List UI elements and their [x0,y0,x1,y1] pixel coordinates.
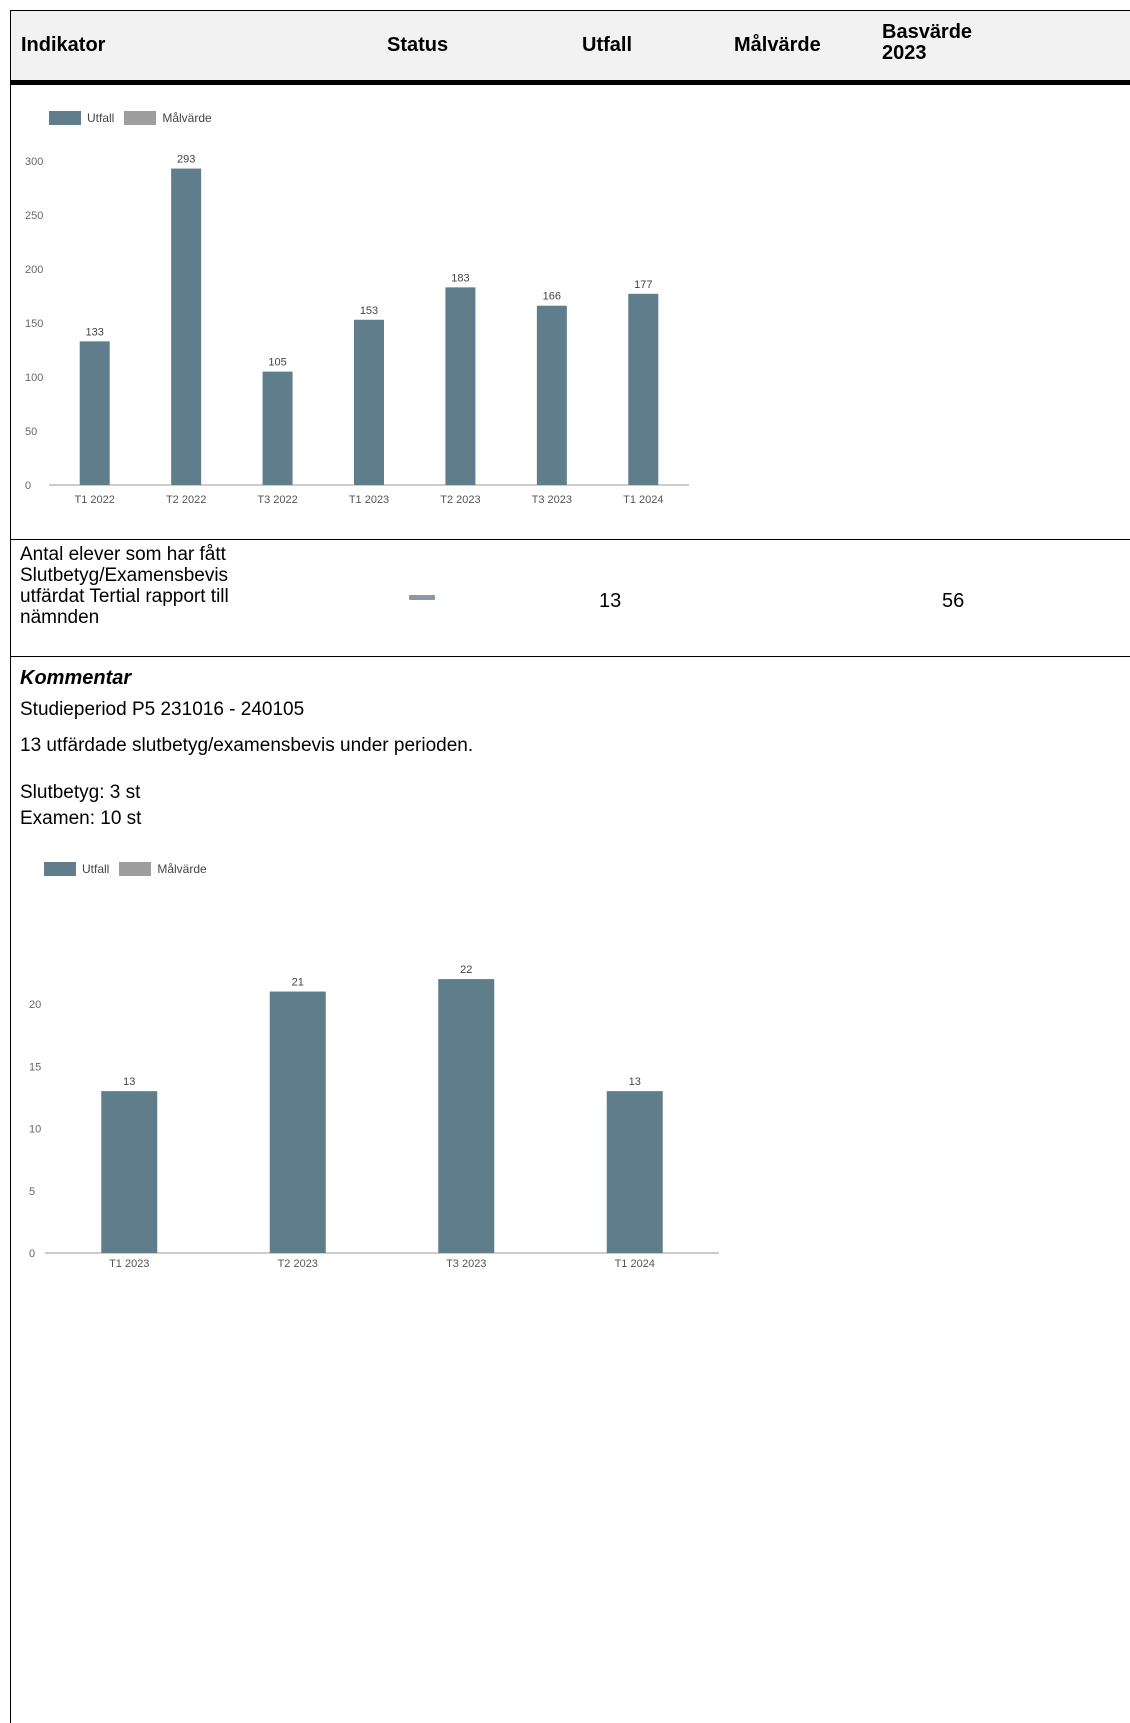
x-tick-label: T3 2023 [532,494,572,506]
data-label: 153 [360,305,378,317]
data-label: 183 [451,272,469,284]
data-label: 13 [629,1076,641,1088]
x-tick-label: T1 2024 [623,494,663,506]
comment-line: Slutbetyg: 3 st [20,782,141,803]
data-label: 22 [460,964,472,976]
y-tick-label: 5 [29,1186,35,1198]
indicator-line: utfärdat Tertial rapport till [20,586,229,607]
bar [438,979,495,1253]
bar [262,371,293,485]
header-status: Status [387,34,449,56]
bar [171,168,202,485]
y-tick-label: 50 [25,426,37,438]
legend-label-malvarde: Målvärde [157,862,207,876]
x-tick-label: T3 2022 [257,494,297,506]
bar [269,991,326,1253]
bar [354,319,384,485]
legend-label-utfall: Utfall [87,111,115,125]
basvarde-value: 56 [942,590,965,612]
chart1-svg: 0 50 100 150 200 250 300 133 T1 2022 293 T2 2022 10… [25,154,689,506]
comment-title: Kommentar [20,667,132,689]
data-label: 177 [634,279,652,291]
header-utfall: Utfall [582,34,632,56]
bar [536,305,567,485]
indicator-line: Antal elever som har fått [20,544,226,565]
comment-line: Studieperiod P5 231016 - 240105 [20,699,305,720]
x-tick-label: T1 2022 [75,494,115,506]
indicator-line: Slutbetyg/Examensbevis [20,565,229,586]
data-label: 133 [86,326,104,338]
legend-swatch-utfall [44,862,76,876]
y-tick-label: 250 [25,210,43,222]
data-label: 293 [177,154,195,166]
x-tick-label: T2 2022 [166,494,206,506]
bar [628,293,659,485]
data-label: 13 [123,1076,135,1088]
y-tick-label: 200 [25,264,43,276]
x-tick-label: T2 2023 [440,494,480,506]
indicator-name: Antal elever som har fått Slutbetyg/Exam… [20,544,290,628]
indicator-line: nämnden [20,607,100,628]
y-tick-label: 100 [25,372,43,384]
chart2-svg: 0 5 10 15 20 13 T1 2023 21 T2 2023 22 T3 2023 13 T1 … [29,964,719,1270]
legend-swatch-malvarde [124,111,157,125]
status-dash-icon [409,595,435,600]
legend-label-utfall: Utfall [82,862,110,876]
x-tick-label: T1 2024 [615,1258,655,1270]
header-basvarde: Basvärde 2023 [882,22,1002,64]
row-separator [11,656,1130,657]
utfall-value: 13 [599,590,622,612]
x-tick-label: T2 2023 [278,1258,318,1270]
x-tick-label: T1 2023 [109,1258,149,1270]
chart2-legend: Utfall Målvärde [44,862,217,876]
header-basvarde-line2: 2023 [882,42,927,64]
y-tick-label: 15 [29,1061,41,1073]
y-tick-label: 150 [25,318,43,330]
row-separator [11,539,1130,540]
table-header: Indikator Status Utfall Målvärde Basvärd… [11,11,1130,85]
y-tick-label: 10 [29,1124,41,1136]
legend-swatch-utfall [49,111,81,125]
legend-label-malvarde: Målvärde [162,111,212,125]
data-label: 105 [268,357,286,369]
chart1-legend: Utfall Målvärde [49,111,222,125]
data-label: 166 [543,291,561,303]
bar [79,341,110,485]
y-tick-label: 0 [29,1248,35,1260]
data-label: 21 [292,977,304,989]
header-malvarde: Målvärde [734,34,821,56]
bar [445,287,476,485]
y-tick-label: 20 [29,999,41,1011]
header-basvarde-line1: Basvärde [882,21,973,43]
header-indikator: Indikator [21,34,106,56]
y-tick-label: 300 [25,156,43,168]
x-tick-label: T3 2023 [446,1258,486,1270]
bar [101,1091,158,1253]
comment-line: 13 utfärdade slutbetyg/examensbevis unde… [20,735,474,756]
indicator-table: Indikator Status Utfall Målvärde Basvärd… [10,10,1130,1723]
y-tick-label: 0 [25,480,31,492]
legend-swatch-malvarde [119,862,152,876]
comment-line: Examen: 10 st [20,808,142,829]
bar [606,1091,663,1253]
x-tick-label: T1 2023 [349,494,389,506]
